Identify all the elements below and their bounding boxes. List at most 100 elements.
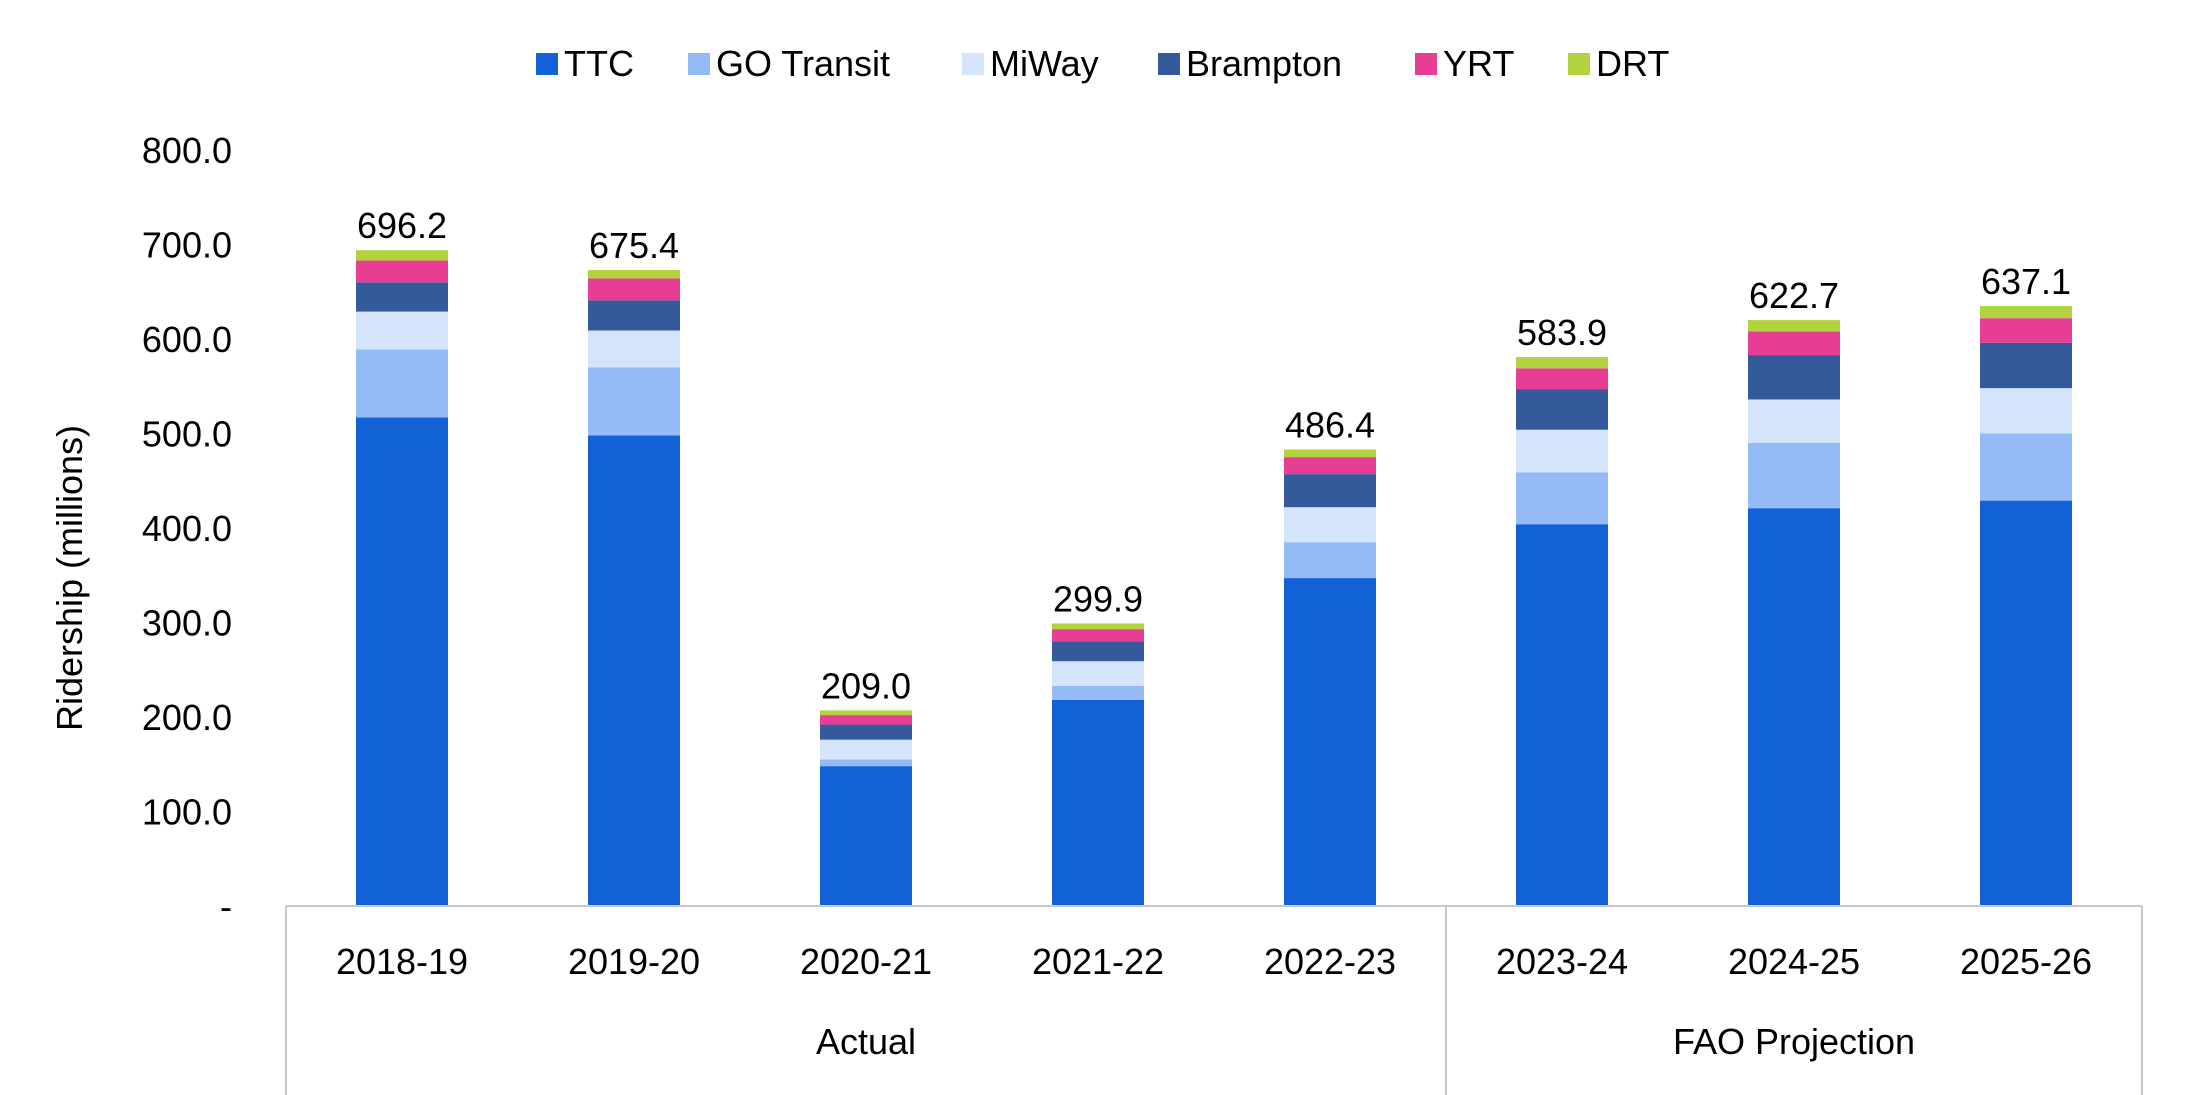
bar-segment-go-transit: [1516, 472, 1608, 525]
chart-legend: TTC GO Transit MiWay Brampton YRT DRT: [536, 43, 1669, 84]
bar-segment-brampton: [588, 300, 680, 331]
legend-swatch: [536, 53, 558, 75]
x-tick-label: 2018-19: [336, 941, 468, 982]
bars: [356, 250, 2072, 906]
legend-item-miway: MiWay: [962, 43, 1099, 84]
bar-segment-brampton: [1516, 389, 1608, 430]
total-label: 486.4: [1285, 405, 1375, 446]
legend-swatch: [1568, 53, 1590, 75]
bar-segment-yrt: [356, 260, 448, 283]
bar-segment-miway: [356, 311, 448, 350]
bar-segment-ttc: [820, 766, 912, 906]
y-axis-label: Ridership (millions): [49, 425, 90, 731]
bar-segment-drt: [1748, 320, 1840, 332]
bar-segment-ttc: [356, 417, 448, 906]
bar-segment-miway: [1052, 661, 1144, 686]
x-tick-label: 2024-25: [1728, 941, 1860, 982]
group-label: Actual: [816, 1021, 916, 1062]
bar-segment-ttc: [1052, 699, 1144, 906]
legend-item-ttc: TTC: [536, 43, 634, 84]
bar-segment-ttc: [1284, 578, 1376, 906]
bar-segment-miway: [1516, 429, 1608, 473]
y-tick-label: 200.0: [142, 697, 232, 738]
y-axis-ticks: - 100.0 200.0 300.0 400.0 500.0 600.0 700.0 800.…: [142, 130, 232, 927]
bar-segment-yrt: [1980, 318, 2072, 343]
bar-segment-yrt: [1516, 368, 1608, 390]
total-label: 583.9: [1517, 312, 1607, 353]
x-tick-label: 2022-23: [1264, 941, 1396, 982]
y-tick-label: -: [220, 886, 232, 927]
x-tick-label: 2020-21: [800, 941, 932, 982]
bar-segment-drt: [356, 250, 448, 261]
legend-swatch: [962, 53, 984, 75]
y-tick-label: 300.0: [142, 603, 232, 644]
bar-segment-go-transit: [1284, 542, 1376, 579]
bar-segment-drt: [588, 270, 680, 279]
bar-segment-ttc: [588, 435, 680, 906]
bar-segment-miway: [820, 739, 912, 760]
y-tick-label: 400.0: [142, 508, 232, 549]
y-tick-label: 800.0: [142, 130, 232, 171]
total-label: 299.9: [1053, 578, 1143, 619]
bar-segment-yrt: [1748, 331, 1840, 356]
bar-segment-ttc: [1516, 524, 1608, 906]
x-tick-label: 2019-20: [568, 941, 700, 982]
legend-label: MiWay: [990, 43, 1099, 84]
x-axis: Actual FAO Projection 2018-19 2019-20 2020-2…: [285, 905, 2143, 1095]
legend-label: DRT: [1596, 43, 1669, 84]
bar-segment-brampton: [356, 282, 448, 312]
legend-label: GO Transit: [716, 43, 890, 84]
legend-label: TTC: [564, 43, 634, 84]
bar-segment-ttc: [1748, 508, 1840, 906]
group-label: FAO Projection: [1673, 1021, 1915, 1062]
legend-swatch: [1158, 53, 1180, 75]
legend-swatch: [1415, 53, 1437, 75]
bar-segment-yrt: [588, 278, 680, 301]
y-tick-label: 100.0: [142, 792, 232, 833]
bar-segment-brampton: [1980, 342, 2072, 389]
legend-item-brampton: Brampton: [1158, 43, 1342, 84]
x-tick-label: 2023-24: [1496, 941, 1628, 982]
x-tick-label: 2021-22: [1032, 941, 1164, 982]
total-label: 675.4: [589, 225, 679, 266]
y-tick-label: 700.0: [142, 225, 232, 266]
x-tick-label: 2025-26: [1960, 941, 2092, 982]
bar-segment-miway: [1284, 507, 1376, 543]
bar-segment-yrt: [1284, 457, 1376, 475]
legend-label: Brampton: [1186, 43, 1342, 84]
bar-segment-miway: [588, 330, 680, 368]
legend-item-drt: DRT: [1568, 43, 1669, 84]
bar-segment-miway: [1748, 399, 1840, 443]
total-labels: 696.2 675.4 209.0 299.9 486.4 583.9 622.7 637.1: [357, 205, 2071, 706]
bar-segment-brampton: [1284, 474, 1376, 508]
bar-segment-yrt: [1052, 629, 1144, 642]
bar-segment-go-transit: [1748, 442, 1840, 509]
bar-segment-brampton: [1052, 641, 1144, 662]
legend-item-yrt: YRT: [1415, 43, 1514, 84]
total-label: 696.2: [357, 205, 447, 246]
bar-segment-drt: [1516, 356, 1608, 369]
bar-segment-go-transit: [1052, 685, 1144, 700]
total-label: 637.1: [1981, 261, 2071, 302]
bar-segment-drt: [1052, 623, 1144, 630]
bar-segment-ttc: [1980, 500, 2072, 906]
bar-segment-brampton: [1748, 355, 1840, 400]
bar-segment-drt: [1284, 449, 1376, 458]
bar-segment-go-transit: [356, 349, 448, 418]
bar-segment-brampton: [820, 724, 912, 740]
legend-item-go-transit: GO Transit: [688, 43, 890, 84]
bar-segment-go-transit: [588, 367, 680, 436]
bar-segment-miway: [1980, 388, 2072, 434]
legend-label: YRT: [1443, 43, 1514, 84]
legend-swatch: [688, 53, 710, 75]
total-label: 209.0: [821, 665, 911, 706]
bar-segment-drt: [820, 710, 912, 716]
total-label: 622.7: [1749, 275, 1839, 316]
y-tick-label: 500.0: [142, 414, 232, 455]
bar-segment-go-transit: [820, 759, 912, 767]
bar-segment-drt: [1980, 305, 2072, 319]
y-tick-label: 600.0: [142, 319, 232, 360]
bar-segment-go-transit: [1980, 433, 2072, 501]
bar-segment-yrt: [820, 715, 912, 725]
